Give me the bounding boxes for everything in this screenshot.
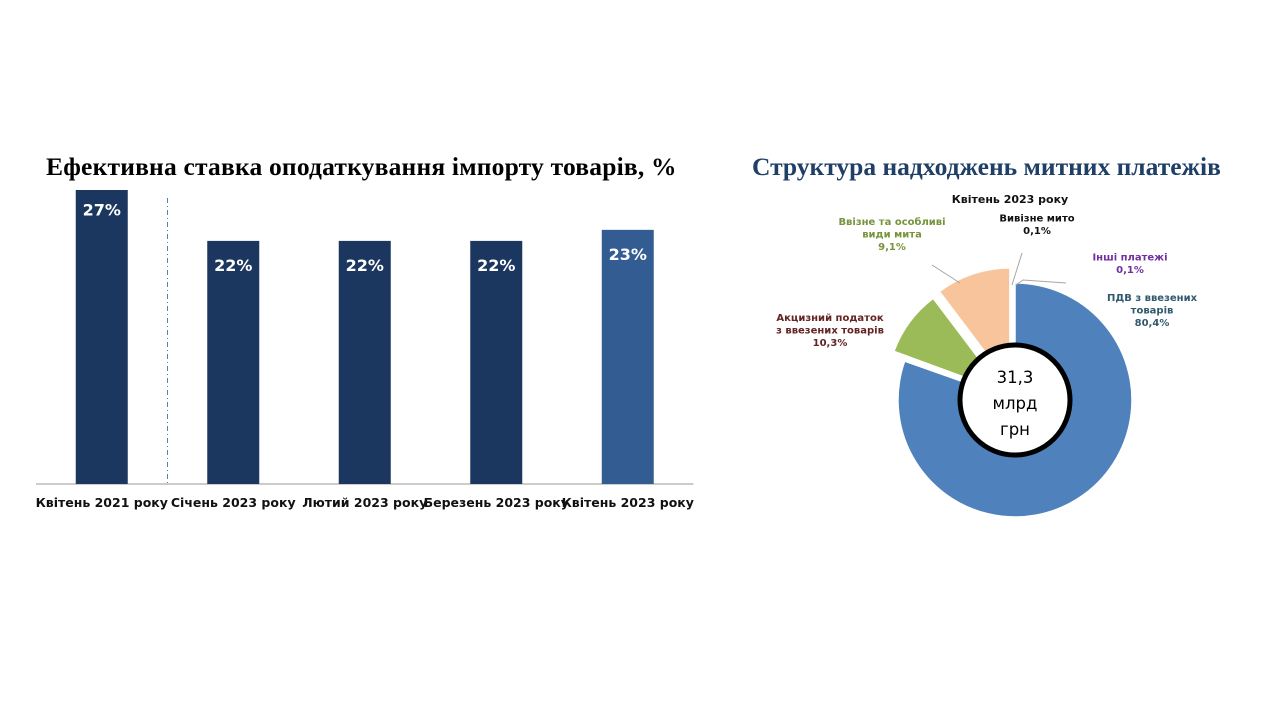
slice-label: 10,3% — [813, 338, 848, 349]
donut-chart: Квітень 2023 року 31,3 млрд грн ПДВ з ввезен… — [776, 193, 1198, 518]
slice-label: з ввезених товарів — [776, 326, 884, 337]
bar — [470, 240, 523, 484]
donut-center — [957, 342, 1073, 458]
x-tick-label: Березень 2023 року — [424, 495, 569, 510]
x-tick-label: Лютий 2023 року — [302, 495, 427, 510]
leader-line — [1015, 279, 1067, 286]
bar-chart-title: Ефективна ставка оподаткування імпорту т… — [46, 152, 677, 181]
slice-label: Інші платежі — [1092, 253, 1167, 264]
x-tick-label: Квітень 2021 року — [36, 495, 168, 510]
bar-chart: 27% Квітень 2021 року 22% Січень 2023 року 2… — [36, 190, 694, 510]
slice-label: 9,1% — [878, 242, 906, 253]
data-label: 23% — [609, 245, 647, 264]
x-tick-label: Квітень 2023 року — [562, 495, 694, 510]
slice-label: Акцизний податок — [776, 313, 883, 324]
slice-label: Ввізне та особливі — [838, 216, 945, 228]
leader-line — [931, 264, 961, 284]
bar — [207, 240, 260, 484]
center-label: млрд — [993, 394, 1038, 413]
slice-label: 0,1% — [1116, 265, 1144, 276]
data-label: 22% — [214, 256, 252, 275]
data-label: 22% — [346, 256, 384, 275]
pie-chart-title: Структура надходжень митних платежів — [752, 152, 1221, 181]
bar — [75, 190, 128, 484]
x-tick-label: Січень 2023 року — [171, 495, 296, 510]
data-label: 22% — [477, 256, 515, 275]
slice-label: види мита — [862, 230, 922, 241]
leader-line — [1011, 252, 1023, 286]
pie-subtitle: Квітень 2023 року — [952, 193, 1068, 206]
bar — [338, 240, 391, 484]
slice-label: ПДВ з ввезених — [1107, 293, 1198, 304]
bar — [601, 229, 654, 484]
data-label: 27% — [83, 201, 121, 220]
center-label: 31,3 — [997, 368, 1034, 387]
center-label: грн — [1000, 420, 1030, 439]
slice-label: 80,4% — [1135, 318, 1170, 329]
slice-label: Вивізне мито — [999, 214, 1074, 225]
slice-label: 0,1% — [1023, 226, 1051, 237]
slice-label: товарів — [1131, 306, 1174, 317]
